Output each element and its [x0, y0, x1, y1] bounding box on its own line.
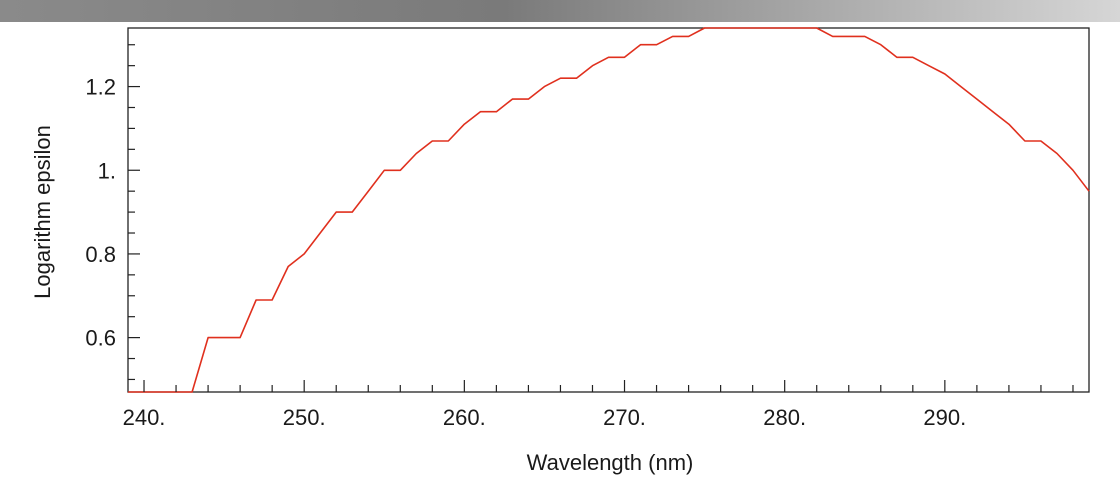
- y-tick-label: 1.2: [85, 75, 116, 100]
- plot-frame: [127, 27, 1090, 393]
- x-tick-label: 240.: [123, 405, 166, 430]
- x-tick-label: 250.: [283, 405, 326, 430]
- y-tick-label: 0.6: [85, 326, 116, 351]
- y-axis-title: Logarithm epsilon: [30, 125, 55, 299]
- x-tick-label: 290.: [923, 405, 966, 430]
- absorbance-series-line: [128, 27, 1090, 393]
- x-tick-label: 270.: [603, 405, 646, 430]
- x-tick-label: 280.: [763, 405, 806, 430]
- x-axis-title: Wavelength (nm): [527, 450, 694, 475]
- y-tick-label: 0.8: [85, 242, 116, 267]
- y-tick-label: 1.: [98, 158, 116, 183]
- x-tick-label: 260.: [443, 405, 486, 430]
- title-bar-strip: [0, 0, 1120, 22]
